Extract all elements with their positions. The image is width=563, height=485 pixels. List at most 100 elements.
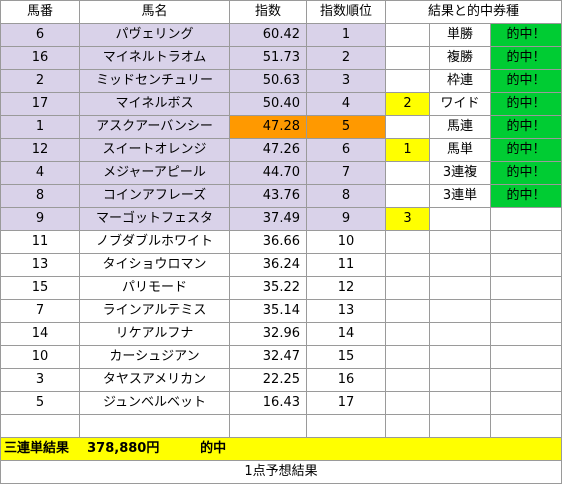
cell-index-rank: 8 (306, 184, 386, 208)
table-row: 10 カーシュジアン 32.47 15 (0, 345, 562, 369)
cell-index-rank: 7 (306, 161, 386, 185)
summary-result: 的中 (200, 441, 227, 456)
cell-horse-name: ミッドセンチュリー (79, 69, 230, 93)
cell-hit-status (490, 391, 562, 415)
header-index-rank: 指数順位 (306, 0, 386, 24)
cell-horse-number: 13 (0, 253, 80, 277)
cell-ticket-type (429, 368, 491, 392)
table-row: 1 アスクアーバンシー 47.28 5 馬連 的中！ (0, 115, 562, 139)
summary-amount: 378,880円 (87, 441, 160, 456)
cell-horse-number: 14 (0, 322, 80, 346)
cell-index-rank: 13 (306, 299, 386, 323)
cell-index: 22.25 (229, 368, 307, 392)
cell-index: 36.66 (229, 230, 307, 254)
cell-index: 32.47 (229, 345, 307, 369)
table-row: 3 タヤスアメリカン 22.25 16 (0, 368, 562, 392)
cell-horse-name: タイショウロマン (79, 253, 230, 277)
cell-hit-status: 的中！ (490, 69, 562, 93)
cell-index: 43.76 (229, 184, 307, 208)
table-row: 16 マイネルトラオム 51.73 2 複勝 的中！ (0, 46, 562, 70)
cell-horse-name: アスクアーバンシー (79, 115, 230, 139)
cell-ticket-type (429, 276, 491, 300)
cell-horse-number (0, 414, 80, 438)
cell-ticket-type: 馬単 (429, 138, 491, 162)
cell-index: 51.73 (229, 46, 307, 70)
cell-hit-status (490, 207, 562, 231)
cell-ticket-type (429, 322, 491, 346)
cell-hit-status (490, 230, 562, 254)
cell-finish-place (385, 253, 430, 277)
cell-horse-name: ラインアルテミス (79, 299, 230, 323)
cell-index (229, 414, 307, 438)
cell-hit-status: 的中！ (490, 92, 562, 116)
cell-hit-status: 的中！ (490, 161, 562, 185)
cell-finish-place (385, 161, 430, 185)
table-row: 6 パヴェリング 60.42 1 単勝 的中！ (0, 23, 562, 47)
cell-index-rank: 9 (306, 207, 386, 231)
cell-finish-place: 2 (385, 92, 430, 116)
cell-horse-number: 12 (0, 138, 80, 162)
cell-finish-place (385, 368, 430, 392)
cell-ticket-type (429, 299, 491, 323)
cell-finish-place (385, 115, 430, 139)
cell-horse-number: 8 (0, 184, 80, 208)
table-row: 8 コインアフレーズ 43.76 8 3連単 的中！ (0, 184, 562, 208)
cell-horse-number: 16 (0, 46, 80, 70)
cell-index-rank: 10 (306, 230, 386, 254)
cell-finish-place (385, 184, 430, 208)
table-row: 17 マイネルボス 50.40 4 2 ワイド 的中！ (0, 92, 562, 116)
cell-index-rank: 3 (306, 69, 386, 93)
cell-ticket-type: 単勝 (429, 23, 491, 47)
cell-horse-number: 10 (0, 345, 80, 369)
cell-hit-status: 的中！ (490, 46, 562, 70)
table-row: 12 スイートオレンジ 47.26 6 1 馬単 的中！ (0, 138, 562, 162)
cell-hit-status: 的中！ (490, 138, 562, 162)
cell-index: 37.49 (229, 207, 307, 231)
cell-index-rank: 2 (306, 46, 386, 70)
cell-horse-name: マーゴットフェスタ (79, 207, 230, 231)
cell-index: 35.22 (229, 276, 307, 300)
cell-index: 32.96 (229, 322, 307, 346)
cell-ticket-type: 馬連 (429, 115, 491, 139)
cell-ticket-type (429, 207, 491, 231)
cell-horse-name (79, 414, 230, 438)
cell-horse-name: カーシュジアン (79, 345, 230, 369)
cell-index-rank: 16 (306, 368, 386, 392)
cell-horse-number: 3 (0, 368, 80, 392)
cell-ticket-type (429, 230, 491, 254)
table-row: 5 ジュンベルベット 16.43 17 (0, 391, 562, 415)
header-results: 結果と的中券種 (385, 0, 562, 24)
cell-index-rank: 11 (306, 253, 386, 277)
cell-finish-place (385, 46, 430, 70)
cell-hit-status (490, 276, 562, 300)
cell-horse-number: 1 (0, 115, 80, 139)
cell-index: 47.26 (229, 138, 307, 162)
cell-hit-status: 的中！ (490, 184, 562, 208)
cell-ticket-type (429, 391, 491, 415)
table-row: 7 ラインアルテミス 35.14 13 (0, 299, 562, 323)
cell-index-rank: 1 (306, 23, 386, 47)
header-horse-name: 馬名 (79, 0, 230, 24)
cell-finish-place: 1 (385, 138, 430, 162)
cell-index: 60.42 (229, 23, 307, 47)
cell-hit-status: 的中！ (490, 23, 562, 47)
cell-index-rank: 15 (306, 345, 386, 369)
cell-horse-number: 2 (0, 69, 80, 93)
cell-index: 44.70 (229, 161, 307, 185)
cell-finish-place (385, 69, 430, 93)
cell-finish-place (385, 276, 430, 300)
cell-hit-status (490, 368, 562, 392)
cell-ticket-type (429, 345, 491, 369)
cell-ticket-type: 複勝 (429, 46, 491, 70)
cell-horse-number: 5 (0, 391, 80, 415)
cell-index: 50.40 (229, 92, 307, 116)
cell-index-rank (306, 414, 386, 438)
cell-hit-status (490, 345, 562, 369)
table-row: 14 リケアルフナ 32.96 14 (0, 322, 562, 346)
cell-horse-number: 6 (0, 23, 80, 47)
cell-index-rank: 5 (306, 115, 386, 139)
header-horse-number: 馬番 (0, 0, 80, 24)
cell-finish-place: 3 (385, 207, 430, 231)
cell-finish-place (385, 414, 430, 438)
cell-finish-place (385, 391, 430, 415)
